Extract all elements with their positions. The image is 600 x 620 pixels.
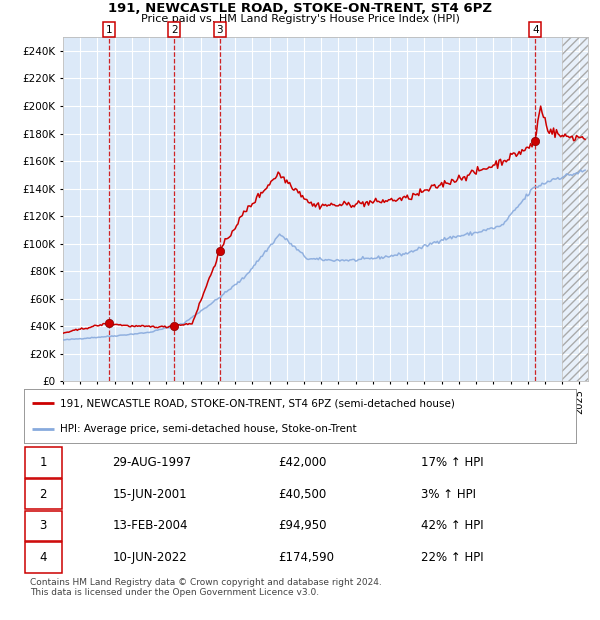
Text: 3: 3 <box>40 520 47 533</box>
Text: 4: 4 <box>532 25 539 35</box>
Text: 3: 3 <box>217 25 223 35</box>
Text: 15-JUN-2001: 15-JUN-2001 <box>112 487 187 500</box>
Text: £94,950: £94,950 <box>278 520 326 533</box>
Bar <box>562 37 588 381</box>
Text: 2: 2 <box>40 487 47 500</box>
Text: 10-JUN-2022: 10-JUN-2022 <box>112 551 187 564</box>
Text: £42,000: £42,000 <box>278 456 326 469</box>
FancyBboxPatch shape <box>25 511 62 541</box>
FancyBboxPatch shape <box>25 447 62 477</box>
FancyBboxPatch shape <box>25 542 62 573</box>
Text: 1: 1 <box>106 25 112 35</box>
Text: 22% ↑ HPI: 22% ↑ HPI <box>421 551 484 564</box>
FancyBboxPatch shape <box>25 479 62 509</box>
Text: 2: 2 <box>171 25 178 35</box>
Text: 29-AUG-1997: 29-AUG-1997 <box>112 456 191 469</box>
Text: £174,590: £174,590 <box>278 551 334 564</box>
Text: HPI: Average price, semi-detached house, Stoke-on-Trent: HPI: Average price, semi-detached house,… <box>60 423 356 433</box>
Text: 17% ↑ HPI: 17% ↑ HPI <box>421 456 484 469</box>
Text: 42% ↑ HPI: 42% ↑ HPI <box>421 520 484 533</box>
Text: 191, NEWCASTLE ROAD, STOKE-ON-TRENT, ST4 6PZ (semi-detached house): 191, NEWCASTLE ROAD, STOKE-ON-TRENT, ST4… <box>60 399 455 409</box>
Text: Contains HM Land Registry data © Crown copyright and database right 2024.
This d: Contains HM Land Registry data © Crown c… <box>30 578 382 597</box>
Text: 1: 1 <box>40 456 47 469</box>
Text: Price paid vs. HM Land Registry's House Price Index (HPI): Price paid vs. HM Land Registry's House … <box>140 14 460 24</box>
Bar <box>562 37 588 381</box>
Text: 191, NEWCASTLE ROAD, STOKE-ON-TRENT, ST4 6PZ: 191, NEWCASTLE ROAD, STOKE-ON-TRENT, ST4… <box>108 1 492 14</box>
Text: 3% ↑ HPI: 3% ↑ HPI <box>421 487 476 500</box>
Text: 13-FEB-2004: 13-FEB-2004 <box>112 520 188 533</box>
Text: 4: 4 <box>40 551 47 564</box>
Text: £40,500: £40,500 <box>278 487 326 500</box>
